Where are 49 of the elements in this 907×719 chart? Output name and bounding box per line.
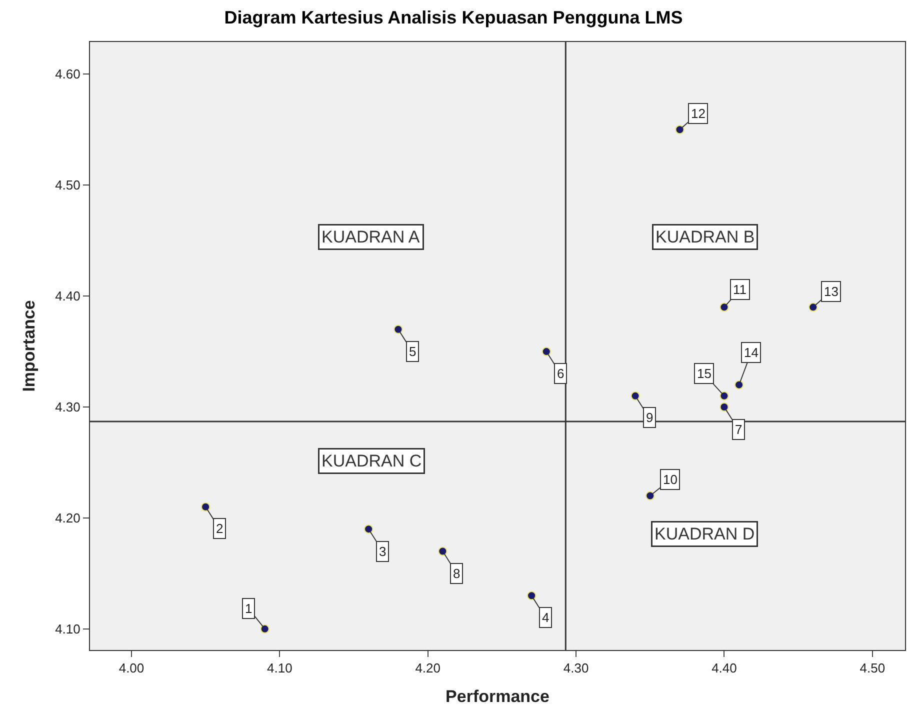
chart-title: Diagram Kartesius Analisis Kepuasan Pengguna LMS [224, 7, 683, 28]
x-axis-title: Performance [446, 687, 550, 706]
x-tick-label: 4.30 [563, 660, 589, 676]
point [438, 546, 448, 556]
y-axis-title: Importance [20, 300, 39, 392]
point [394, 324, 403, 334]
point [527, 591, 536, 600]
point [201, 502, 210, 512]
annotation: 8 [453, 566, 460, 581]
y-tick-label: 4.40 [55, 288, 80, 304]
point [808, 302, 818, 312]
x-tick-label: 4.40 [712, 660, 737, 676]
annotation: 11 [733, 282, 746, 297]
y-tick-label: 4.20 [55, 510, 80, 526]
y-tick-label: 4.60 [55, 66, 80, 82]
annotation: 10 [663, 472, 678, 487]
point [720, 302, 729, 312]
annotation: 13 [824, 284, 838, 299]
annotation: 5 [409, 344, 416, 359]
point [630, 391, 640, 400]
point [364, 524, 374, 534]
annotation: KUADRAN A [322, 228, 420, 246]
annotation: 6 [557, 366, 564, 381]
annotation: 3 [379, 544, 386, 559]
x-tick-label: 4.10 [267, 660, 292, 676]
point [720, 402, 729, 412]
y-tick-label: 4.30 [55, 400, 80, 415]
annotation: KUADRAN B [656, 228, 755, 246]
annotation: 15 [697, 366, 712, 381]
point [675, 125, 684, 134]
annotation: 1 [245, 601, 252, 616]
annotation: 12 [691, 106, 706, 121]
annotation: 2 [216, 521, 224, 536]
annotation: 4 [542, 610, 550, 625]
y-tick-label: 4.10 [55, 621, 80, 636]
x-tick-label: 4.50 [860, 660, 886, 676]
point [646, 491, 655, 500]
x-tick-label: 4.00 [118, 660, 144, 676]
point [720, 391, 729, 400]
point [734, 380, 744, 390]
point [542, 347, 551, 356]
x-tick-label: 4.20 [415, 660, 441, 676]
annotation: KUADRAN C [322, 452, 422, 470]
y-tick-label: 4.50 [55, 178, 80, 193]
annotation: 14 [744, 345, 758, 360]
annotation: 7 [735, 422, 742, 437]
annotation: 9 [646, 410, 654, 425]
point [260, 624, 270, 634]
annotation: KUADRAN D [654, 524, 755, 544]
